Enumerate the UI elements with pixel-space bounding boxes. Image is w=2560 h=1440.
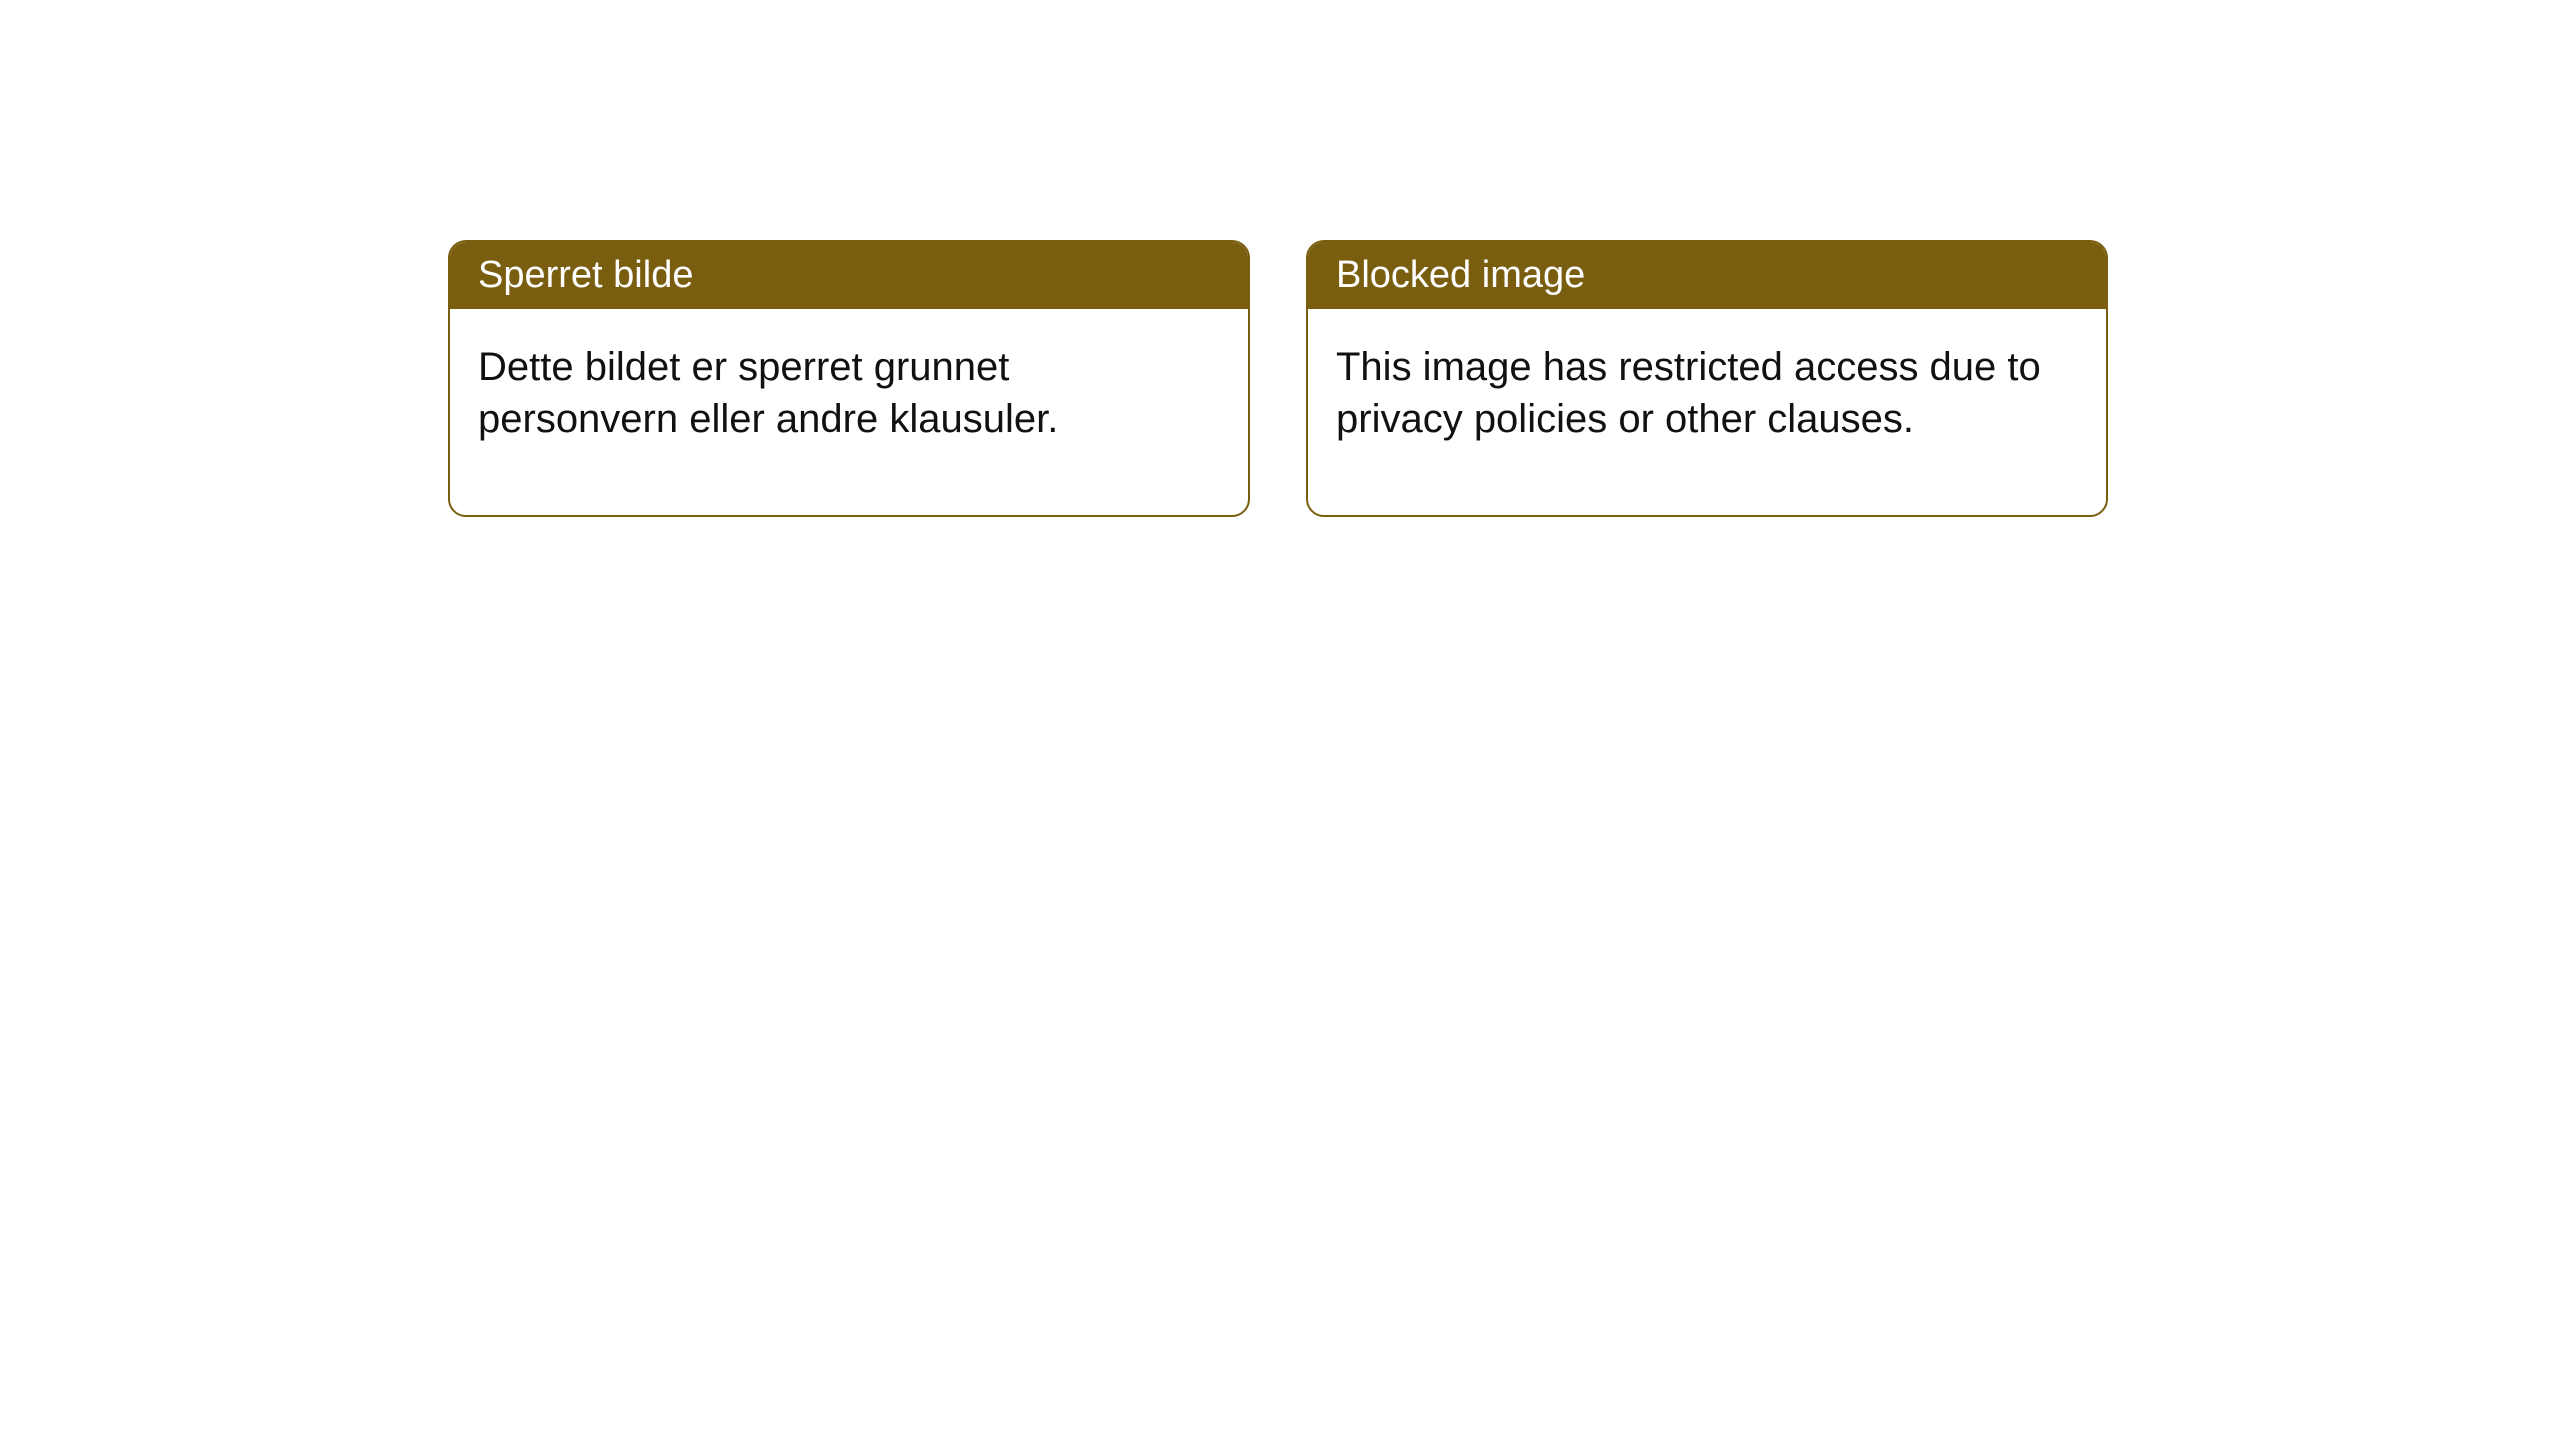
card-norwegian: Sperret bilde Dette bildet er sperret gr… xyxy=(448,240,1250,517)
card-header-english: Blocked image xyxy=(1308,242,2106,309)
card-body-norwegian: Dette bildet er sperret grunnet personve… xyxy=(450,309,1248,515)
card-header-norwegian: Sperret bilde xyxy=(450,242,1248,309)
card-body-english: This image has restricted access due to … xyxy=(1308,309,2106,515)
cards-container: Sperret bilde Dette bildet er sperret gr… xyxy=(448,240,2108,517)
card-english: Blocked image This image has restricted … xyxy=(1306,240,2108,517)
